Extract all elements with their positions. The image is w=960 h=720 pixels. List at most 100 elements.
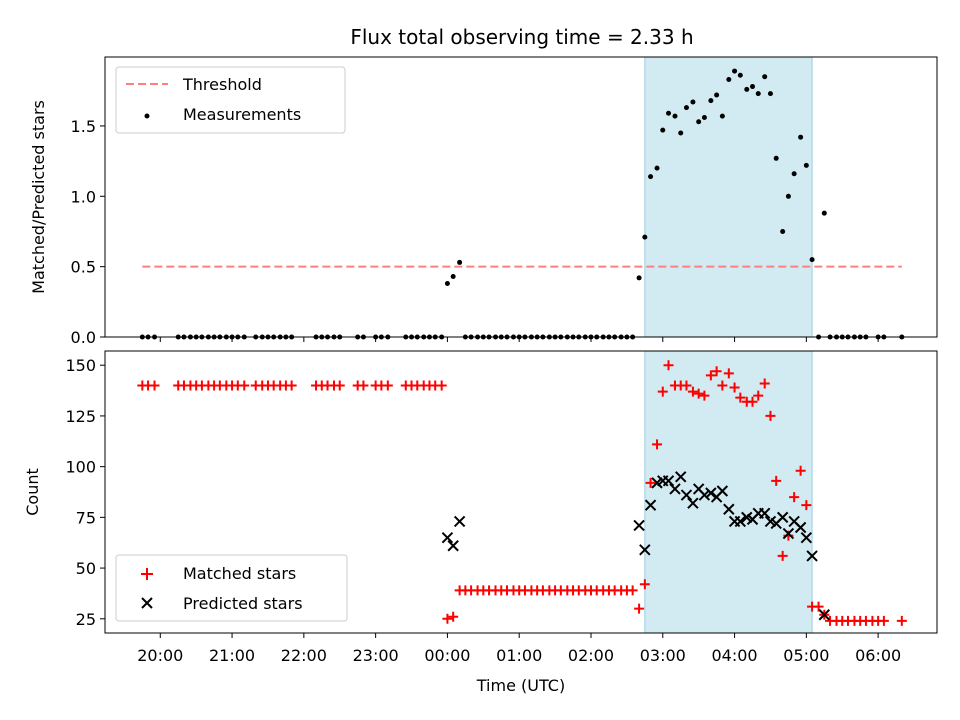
matched-star-point bbox=[878, 615, 889, 626]
matched-star-point bbox=[652, 439, 663, 450]
bottom-axes-frame bbox=[104, 350, 938, 634]
measurement-point bbox=[714, 92, 720, 98]
measurement-point bbox=[762, 74, 768, 80]
matched-star-point bbox=[448, 611, 459, 622]
matched-star-point bbox=[239, 380, 250, 391]
measurement-point bbox=[744, 86, 750, 92]
bottom-legend: Matched stars Predicted stars bbox=[115, 554, 348, 622]
measurement-point bbox=[701, 115, 707, 121]
bottom-ylabel: Count bbox=[23, 468, 42, 516]
measurement-point bbox=[821, 210, 827, 216]
matched-star-point bbox=[711, 366, 722, 377]
measurement-point bbox=[457, 259, 463, 265]
x-tick-label: 00:00 bbox=[424, 646, 470, 665]
predicted-star-point bbox=[806, 550, 818, 562]
y-tick-label: 150 bbox=[65, 356, 96, 375]
matched-star-point bbox=[765, 410, 776, 421]
top-panel: 0.0 0.5 1.0 1.5 Matched/Predicted stars Thr… bbox=[29, 56, 938, 347]
measurement-point bbox=[798, 134, 804, 140]
matched-star-point bbox=[801, 500, 812, 511]
xlabel: Time (UTC) bbox=[476, 676, 565, 695]
matched-star-point bbox=[442, 613, 453, 624]
x-tick-label: 02:00 bbox=[568, 646, 614, 665]
y-tick-label: 1.5 bbox=[71, 117, 96, 136]
matched-star-point bbox=[747, 396, 758, 407]
predicted-star-point bbox=[818, 609, 831, 621]
measurement-point bbox=[636, 275, 642, 281]
measurement-point bbox=[450, 273, 456, 279]
x-tick-label: 01:00 bbox=[496, 646, 542, 665]
measurement-point bbox=[660, 127, 666, 133]
matched-star-point bbox=[759, 378, 770, 389]
matched-star-point bbox=[382, 380, 393, 391]
predicted-star-point bbox=[782, 527, 795, 540]
measurement-point bbox=[737, 72, 743, 78]
matched-star-point bbox=[795, 465, 806, 476]
matched-star-point bbox=[717, 380, 728, 391]
matched-star-point bbox=[286, 380, 297, 391]
x-tick-label: 04:00 bbox=[712, 646, 758, 665]
matched-star-point bbox=[789, 492, 800, 503]
measurement-point bbox=[773, 155, 779, 161]
measurement-point bbox=[809, 257, 815, 263]
measurement-point bbox=[666, 110, 672, 116]
matched-star-point bbox=[681, 380, 692, 391]
measurement-point bbox=[696, 119, 702, 125]
x-tick-label: 20:00 bbox=[137, 646, 183, 665]
legend-matched-label: Matched stars bbox=[183, 564, 296, 583]
legend-threshold-label: Threshold bbox=[182, 75, 262, 94]
predicted-star-point bbox=[705, 487, 717, 499]
predicted-star-point bbox=[687, 497, 699, 509]
predicted-star-point bbox=[447, 540, 459, 552]
measurement-point bbox=[791, 171, 797, 177]
predicted-star-point bbox=[680, 489, 693, 501]
y-tick-label: 100 bbox=[65, 458, 96, 477]
legend-predicted-label: Predicted stars bbox=[183, 594, 303, 613]
measurement-point bbox=[780, 228, 786, 234]
matched-star-point bbox=[149, 380, 160, 391]
measurement-point bbox=[654, 165, 660, 171]
measurement-point bbox=[444, 281, 450, 287]
measurement-point bbox=[678, 130, 684, 136]
matched-star-point bbox=[771, 475, 782, 486]
matched-star-point bbox=[813, 601, 824, 612]
x-tick-label: 06:00 bbox=[855, 646, 901, 665]
y-tick-label: 125 bbox=[65, 407, 96, 426]
matched-star-point bbox=[663, 360, 674, 371]
measurement-point bbox=[732, 68, 738, 74]
matched-star-point bbox=[723, 368, 734, 379]
matched-star-point bbox=[634, 603, 645, 614]
y-tick-label: 50 bbox=[76, 559, 96, 578]
matched-star-point bbox=[334, 380, 345, 391]
measurement-point bbox=[683, 105, 689, 111]
predicted-star-point bbox=[759, 507, 771, 520]
bottom-shaded-interval bbox=[644, 350, 813, 634]
x-tick-label: 23:00 bbox=[353, 646, 399, 665]
matched-star-point bbox=[699, 390, 710, 401]
y-tick-label: 75 bbox=[76, 508, 96, 527]
x-tick-label: 03:00 bbox=[640, 646, 686, 665]
measurement-point bbox=[672, 113, 678, 119]
top-legend: Threshold Measurements bbox=[115, 66, 346, 134]
legend-measurements-swatch bbox=[144, 113, 150, 119]
y-tick-label: 25 bbox=[76, 610, 96, 629]
predicted-star-point bbox=[716, 485, 729, 497]
measurement-point bbox=[690, 99, 696, 105]
predicted-star-point bbox=[723, 503, 735, 515]
predicted-star-point bbox=[734, 515, 747, 528]
matched-star-point bbox=[735, 392, 746, 403]
measurement-point bbox=[785, 193, 791, 199]
predicted-star-point bbox=[800, 531, 813, 544]
legend-measurements-label: Measurements bbox=[183, 105, 301, 124]
predicted-star-point bbox=[669, 483, 681, 495]
top-shaded-interval bbox=[644, 56, 813, 338]
matched-star-point bbox=[693, 388, 704, 399]
measurement-point bbox=[803, 162, 809, 168]
y-tick-label: 0.5 bbox=[71, 258, 96, 277]
matched-star-point bbox=[645, 477, 656, 488]
measurement-point bbox=[755, 91, 761, 97]
bottom-panel: 25 50 75 100 125 150 20:00 21:00 22:00 23:00 00:0… bbox=[23, 350, 938, 695]
measurement-point bbox=[648, 174, 654, 180]
measurement-point bbox=[767, 91, 773, 97]
measurement-point bbox=[719, 113, 725, 119]
